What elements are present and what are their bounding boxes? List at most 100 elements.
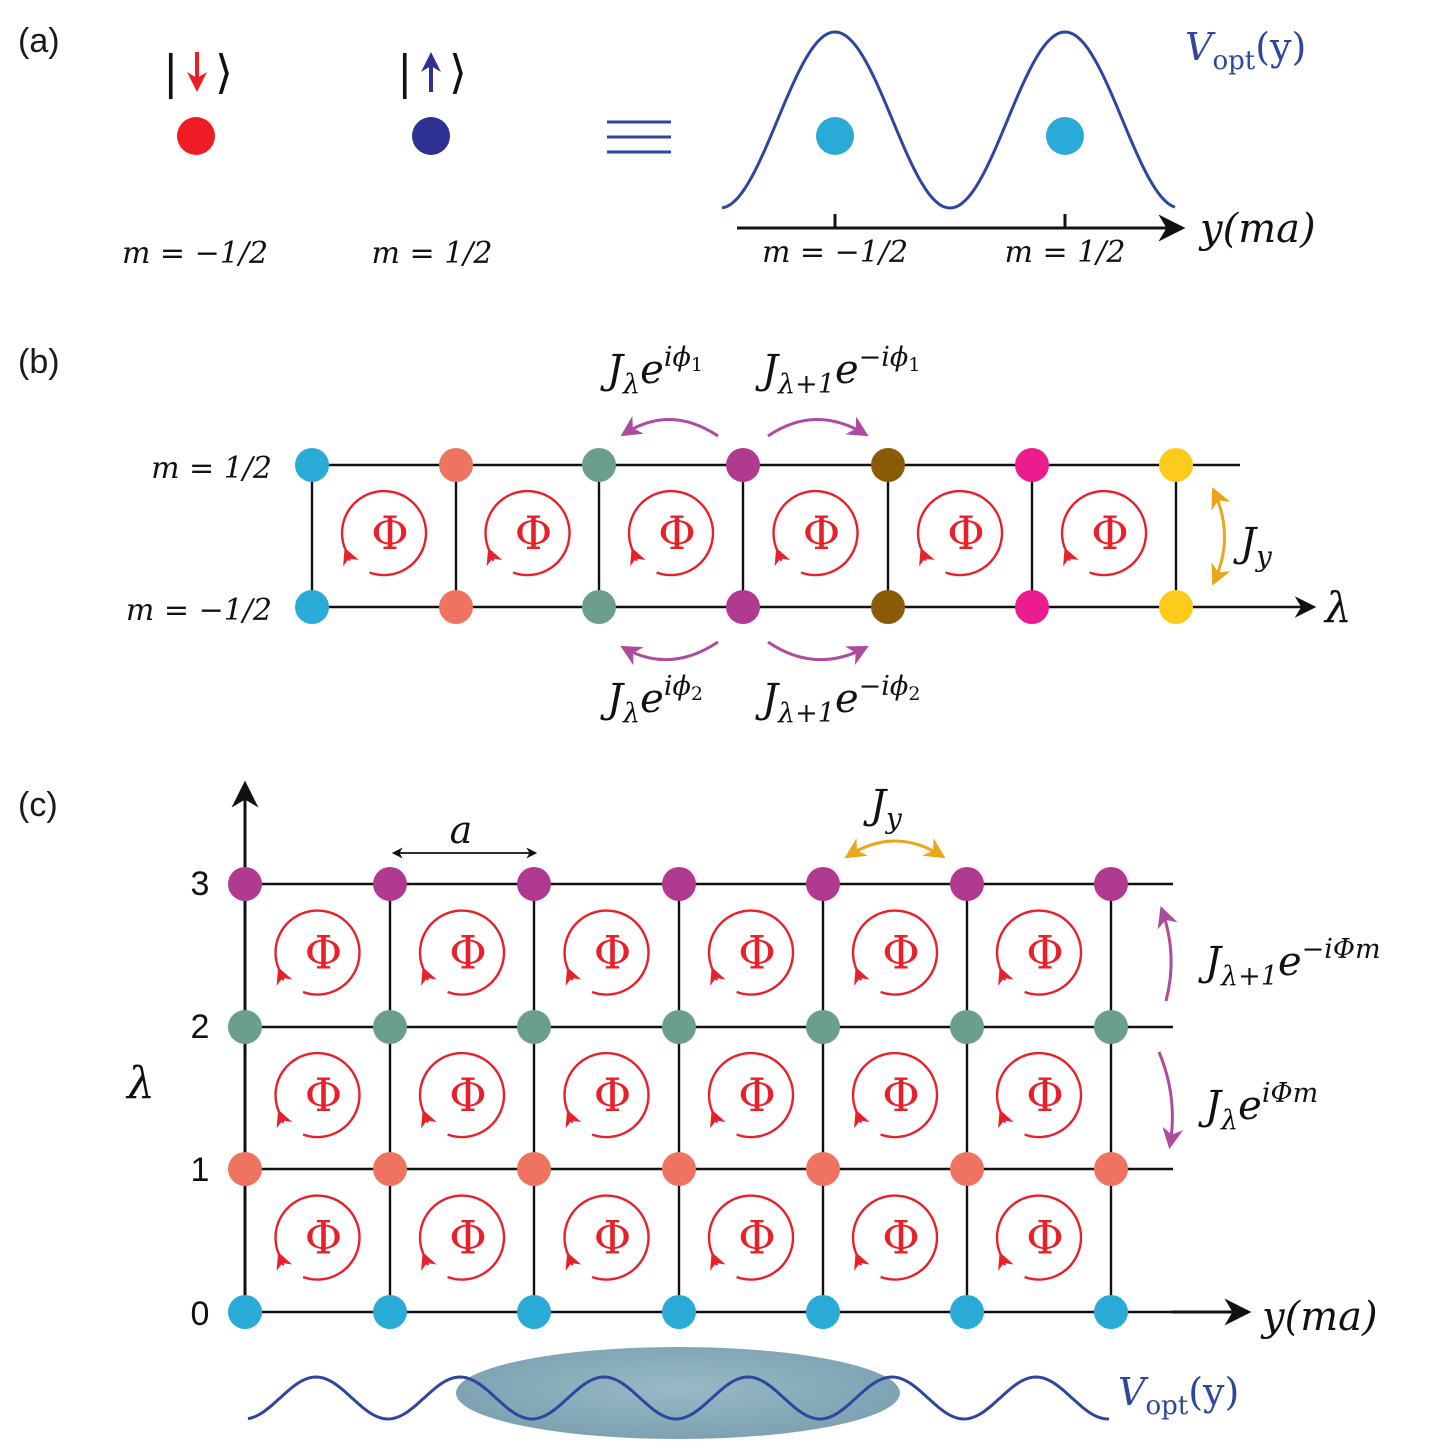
spacing-label: a [450,808,473,852]
flux-loop-arc [707,909,795,996]
flux-loop: Φ [707,1194,795,1281]
hop-label-bottom-left: Jλeiϕ2 [600,671,703,729]
flux-loop: Φ [851,1194,939,1281]
flux-symbol: Φ [449,1068,487,1122]
flux-symbol: Φ [738,1211,776,1265]
site-bottom [1015,590,1049,624]
jy-arrow-b [1211,487,1231,586]
flux-symbol: Φ [594,1068,632,1122]
flux-symbol: Φ [1026,1211,1064,1265]
site-bottom [295,590,329,624]
flux-loop-arc [851,909,939,996]
y-axis-label-a: y(ma) [1198,206,1316,252]
flux-loop-arc [274,1194,361,1281]
flux-loop: Φ [707,909,795,996]
flux-arrow-icon [343,547,359,567]
flux-symbol: Φ [882,926,920,980]
row-label-top: m = 1/2 [151,451,272,486]
hop-arrow-bottom-right [767,640,869,666]
site-top [726,448,760,482]
flux-symbol: Φ [449,1211,487,1265]
flux-loop: Φ [274,1051,361,1139]
flux-arrow-icon [276,967,293,986]
flux-loop: Φ [484,489,571,577]
lattice-site [662,1295,696,1329]
lattice-site [228,867,262,901]
flux-loop: Φ [1060,489,1148,577]
potential-label-a: Vopt(y) [1185,25,1306,76]
flux-arrow-icon [1063,547,1079,567]
hop-arrow-top-left [620,416,719,438]
flux-loop-arc [851,1051,939,1139]
lattice-site [373,1295,407,1329]
flux-loop-arc [995,909,1083,996]
site-bottom [1159,590,1193,624]
site-top [582,448,616,482]
flux-arrow-icon [854,1252,870,1271]
flux-loop-arc [1060,489,1148,577]
lattice-site [1094,1010,1128,1044]
up-m-label: m = 1/2 [372,236,493,271]
lambda-axis-label-b: λ [1323,583,1352,632]
flux-loop: Φ [563,909,650,996]
flux-arrow-icon [710,1252,726,1271]
lattice-site [517,1010,551,1044]
flux-symbol: Φ [449,926,487,980]
flux-arrow-icon [565,967,582,986]
flux-arrow-icon [919,547,935,567]
site-top [1159,448,1193,482]
flux-symbol: Φ [882,1068,920,1122]
flux-symbol: Φ [882,1211,920,1265]
flux-symbol: Φ [305,1068,343,1122]
flux-arrow-icon [998,1252,1014,1271]
flux-symbol: Φ [658,506,696,560]
lattice-site [950,1010,984,1044]
y-tick-2: 2 [191,1008,210,1046]
site-top [1015,448,1049,482]
flux-arrow-icon [710,967,726,986]
flux-symbol: Φ [738,926,776,980]
lattice-site [806,1010,840,1044]
tick-label-left: m = −1/2 [762,235,908,270]
flux-symbol: Φ [594,1211,632,1265]
equivalence-icon [607,120,671,154]
flux-loop: Φ [772,489,859,577]
hop-arrow-top-right [767,416,869,438]
panel-b-label: (b) [18,343,60,381]
flux-arrow-icon [421,1109,437,1129]
potential-label-c: Vopt(y) [1118,1370,1239,1421]
lattice-site [806,1152,840,1186]
flux-loop: Φ [418,909,506,996]
flux-loop-arc [274,1051,361,1139]
flux-loop: Φ [707,1051,795,1139]
down-ket-open: | [163,45,179,99]
optical-potential-curve-c [247,1375,1110,1421]
jy-label-b: Jy [1233,520,1273,573]
down-atom-dot [177,117,215,155]
down-m-label: m = −1/2 [122,236,268,271]
flux-symbol: Φ [594,926,632,980]
flux-arrow-icon [276,1252,293,1271]
flux-loop-arc [707,1051,795,1139]
tick-label-right: m = 1/2 [1005,235,1126,270]
well-atom-left [816,117,854,155]
lattice-site [1094,867,1128,901]
jy-arrow-c [844,838,946,859]
flux-loop-arc [418,909,506,996]
flux-loop-arc [563,1051,650,1139]
up-ket-close: ⟩ [449,45,467,99]
flux-loop-arc [851,1194,939,1281]
flux-loop: Φ [274,909,361,996]
down-ket-close: ⟩ [215,45,233,99]
spin-up-state: | ⟩ m = 1/2 [372,45,493,271]
hop-up-arrow-c [1157,906,1178,1002]
flux-symbol: Φ [803,506,841,560]
flux-symbol: Φ [1026,926,1064,980]
flux-loop: Φ [563,1194,650,1281]
flux-symbol: Φ [371,506,409,560]
flux-loop-arc [772,489,859,577]
flux-arrow-icon [421,1252,437,1271]
lattice-site [228,1010,262,1044]
